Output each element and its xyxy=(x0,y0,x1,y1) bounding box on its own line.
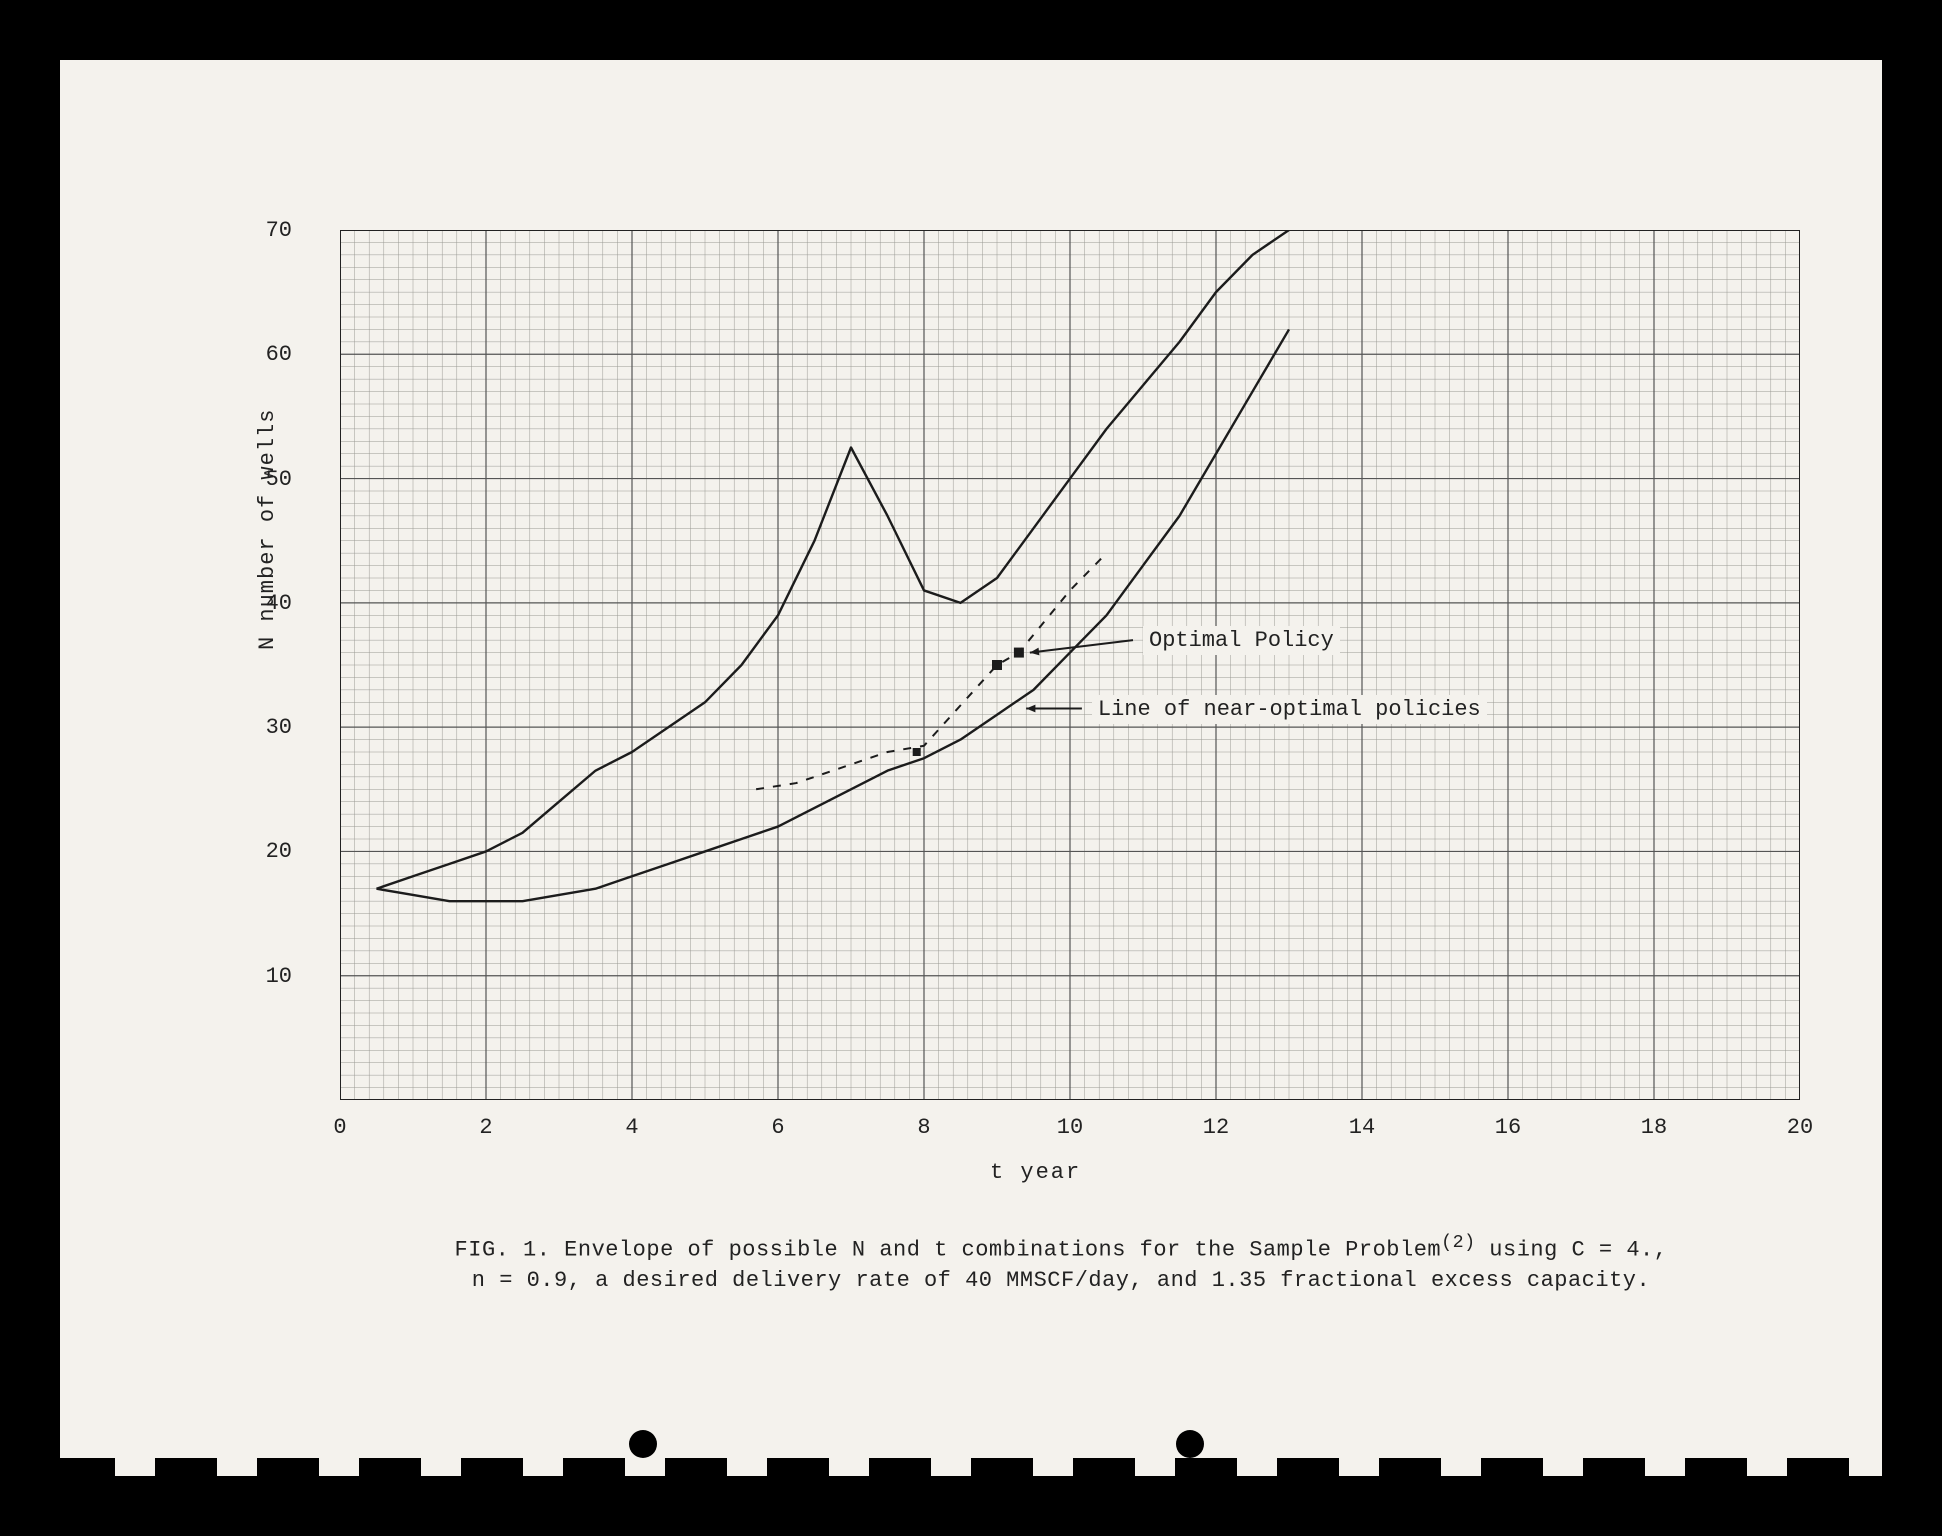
perforation-dash xyxy=(767,1458,829,1482)
caption-text-1: FIG. 1. Envelope of possible N and t com… xyxy=(455,1237,1442,1262)
caption-tail: using C = 4., xyxy=(1476,1237,1668,1262)
x-tick: 0 xyxy=(320,1115,360,1140)
chart-svg xyxy=(340,230,1800,1100)
perforation-dash xyxy=(53,1458,115,1482)
perforation-dash xyxy=(461,1458,523,1482)
punch-hole xyxy=(1176,1430,1204,1458)
x-tick: 18 xyxy=(1634,1115,1674,1140)
x-axis-title: t year xyxy=(990,1160,1081,1185)
y-tick: 70 xyxy=(252,218,292,243)
x-tick: 10 xyxy=(1050,1115,1090,1140)
chart-annotation: Line of near-optimal policies xyxy=(1092,695,1487,724)
perforation-dash xyxy=(563,1458,625,1482)
y-tick: 50 xyxy=(252,467,292,492)
x-tick: 8 xyxy=(904,1115,944,1140)
perforation-dash xyxy=(1685,1458,1747,1482)
x-tick: 6 xyxy=(758,1115,798,1140)
perforation-dash xyxy=(1481,1458,1543,1482)
perforation-dash xyxy=(1277,1458,1339,1482)
screenshot-root: N number of wells t year 10203040506070 … xyxy=(0,0,1942,1536)
chart-area xyxy=(340,230,1800,1100)
caption-text-2: n = 0.9, a desired delivery rate of 40 M… xyxy=(472,1268,1650,1293)
paper-sheet: N number of wells t year 10203040506070 … xyxy=(60,60,1882,1476)
y-tick: 10 xyxy=(252,964,292,989)
y-tick: 30 xyxy=(252,715,292,740)
x-tick: 20 xyxy=(1780,1115,1820,1140)
perforation-dash xyxy=(971,1458,1033,1482)
x-tick: 4 xyxy=(612,1115,652,1140)
chart-annotation: Optimal Policy xyxy=(1143,626,1340,655)
x-tick: 2 xyxy=(466,1115,506,1140)
perforation-dash xyxy=(1787,1458,1849,1482)
perforation-dash xyxy=(1175,1458,1237,1482)
punch-hole xyxy=(629,1430,657,1458)
perforation-dash xyxy=(1583,1458,1645,1482)
y-tick: 40 xyxy=(252,591,292,616)
perforation-dash xyxy=(665,1458,727,1482)
perforation-dash xyxy=(1073,1458,1135,1482)
perforation-dash xyxy=(257,1458,319,1482)
perforation-dash xyxy=(869,1458,931,1482)
y-tick: 20 xyxy=(252,839,292,864)
y-tick: 60 xyxy=(252,342,292,367)
x-tick: 12 xyxy=(1196,1115,1236,1140)
perforation-dash xyxy=(359,1458,421,1482)
x-tick: 14 xyxy=(1342,1115,1382,1140)
figure-caption: FIG. 1. Envelope of possible N and t com… xyxy=(400,1230,1722,1297)
x-tick: 16 xyxy=(1488,1115,1528,1140)
caption-sup: (2) xyxy=(1441,1232,1476,1253)
perforation-dash xyxy=(155,1458,217,1482)
perforation-dash xyxy=(1379,1458,1441,1482)
